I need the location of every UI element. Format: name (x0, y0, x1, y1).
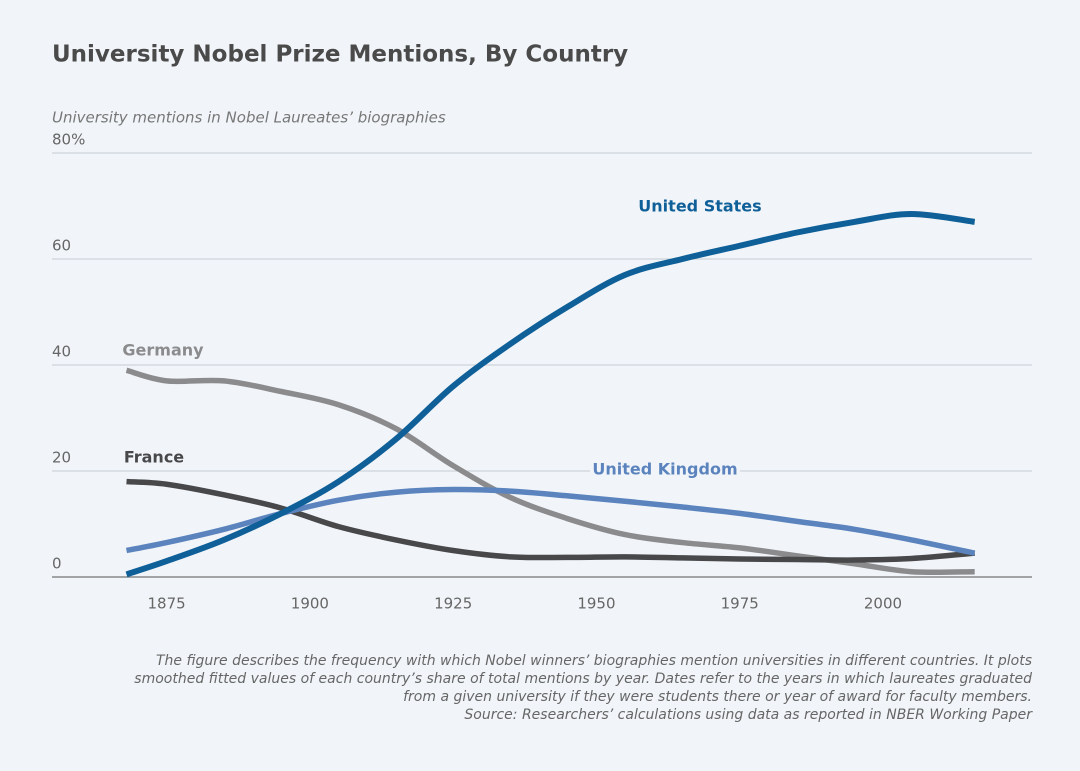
footnote: smoothed fitted values of each country’s… (134, 671, 1032, 687)
labels: United States Germany France United Kingdom (122, 197, 762, 482)
notes: The figure describes the frequency with … (134, 653, 1033, 723)
x-tick-label: 1925 (434, 595, 472, 613)
y-tick-label: 60 (52, 237, 71, 255)
footnote: from a given university if they were stu… (403, 689, 1032, 705)
y-tick-label: 0 (52, 555, 62, 573)
chart-title: University Nobel Prize Mentions, By Coun… (52, 42, 628, 68)
lines (125, 210, 976, 578)
grid: 0 20 40 60 80% 1875 1900 1925 1950 1975 2000 (52, 131, 1032, 613)
series-label: United Kingdom (592, 460, 737, 479)
x-tick-label: 1950 (577, 595, 615, 613)
series-line (125, 210, 976, 578)
x-tick-label: 1975 (721, 595, 759, 613)
series-label: France (124, 448, 184, 467)
series-line (126, 478, 975, 563)
series-label: Germany (122, 341, 204, 360)
y-tick-label: 80% (52, 131, 85, 149)
y-tick-label: 20 (52, 449, 71, 467)
footnote: The figure describes the frequency with … (156, 653, 1032, 669)
y-axis-label: University mentions in Nobel Laureates’ … (52, 109, 446, 127)
series-label: United States (638, 197, 761, 216)
x-tick-label: 1900 (291, 595, 329, 613)
series-line (125, 486, 976, 556)
x-tick-label: 2000 (864, 595, 902, 613)
label-backdrop (590, 458, 740, 482)
y-tick-label: 40 (52, 343, 71, 361)
x-tick-label: 1875 (148, 595, 186, 613)
footnote: Source: Researchers’ calculations using … (464, 707, 1033, 723)
